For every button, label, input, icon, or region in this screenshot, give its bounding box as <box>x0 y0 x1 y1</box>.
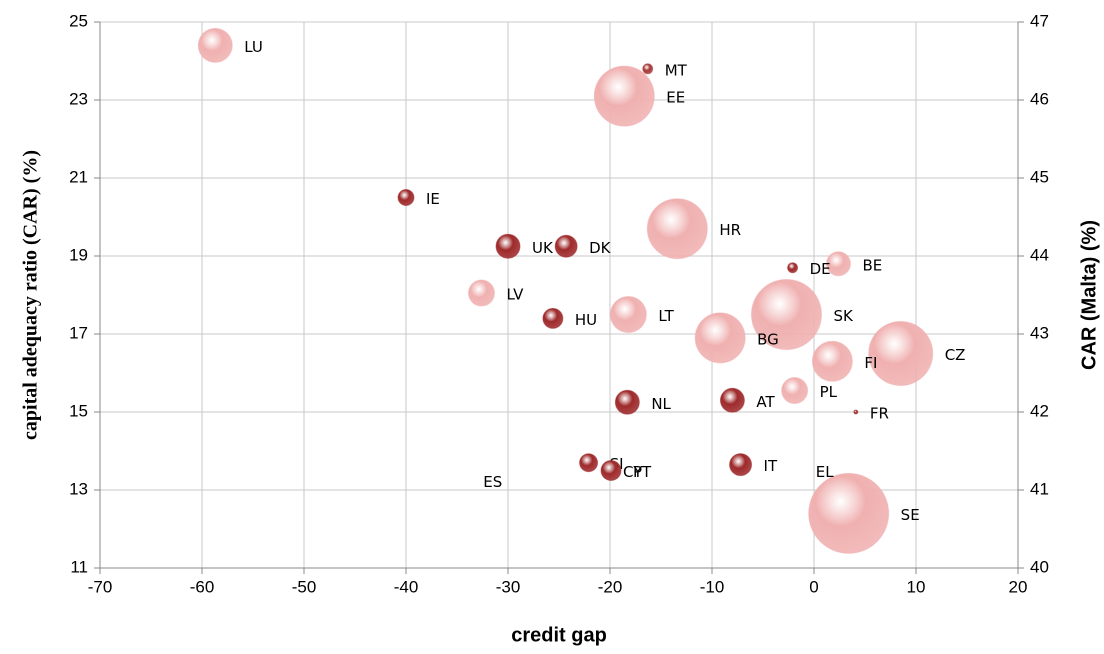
y-tick-label: 19 <box>69 245 88 264</box>
bubble <box>719 387 745 413</box>
point-label: PT <box>633 463 652 481</box>
point-label: LT <box>658 307 674 325</box>
bubble <box>467 279 495 307</box>
point-label: LV <box>506 286 524 304</box>
y-tick-label: 21 <box>69 167 88 186</box>
y2-tick-label: 41 <box>1030 479 1049 498</box>
y-tick-label: 11 <box>70 557 88 576</box>
point-label: FR <box>870 405 889 423</box>
x-tick-label: -50 <box>292 577 317 596</box>
x-tick-label: 0 <box>809 577 818 596</box>
y2-tick-label: 40 <box>1030 557 1049 576</box>
point-label: IE <box>426 190 440 208</box>
bubble <box>397 189 415 206</box>
bubble <box>825 251 851 277</box>
y-tick-label: 17 <box>69 323 88 342</box>
bubble <box>609 296 647 333</box>
point-label: IT <box>764 457 778 475</box>
y2-tick-label: 46 <box>1030 89 1049 108</box>
point-label: LU <box>244 38 263 56</box>
bubble <box>579 453 599 473</box>
x-tick-label: 20 <box>1009 577 1028 596</box>
bubble <box>868 321 934 386</box>
point-label: AT <box>756 393 775 411</box>
point-label: EL <box>816 463 834 481</box>
y2-tick-label: 44 <box>1030 245 1049 264</box>
bubble <box>750 279 822 350</box>
y-tick-label: 13 <box>69 479 88 498</box>
point-label: MT <box>665 61 688 79</box>
y2-tick-label: 43 <box>1030 323 1049 342</box>
bubble <box>853 409 859 415</box>
x-tick-label: -60 <box>190 577 215 596</box>
point-label: FI <box>864 354 877 372</box>
point-label: CY <box>623 463 643 481</box>
y-tick-label: 15 <box>69 401 88 420</box>
point-label: CZ <box>945 346 966 364</box>
bubble <box>542 307 564 329</box>
point-label: PL <box>820 383 838 401</box>
x-tick-label: -30 <box>496 577 521 596</box>
point-label: HR <box>719 221 741 239</box>
point-label: SE <box>901 506 920 524</box>
x-tick-label: -10 <box>700 577 725 596</box>
point-label: BE <box>862 256 882 274</box>
y-tick-label: 25 <box>69 11 88 30</box>
point-label: HU <box>575 311 597 329</box>
x-tick-label: -40 <box>394 577 419 596</box>
point-label: DE <box>810 260 831 278</box>
bubble <box>808 472 890 554</box>
bubble <box>642 63 654 75</box>
bubble <box>554 234 578 258</box>
point-label: NL <box>651 395 671 413</box>
x-axis-title: credit gap <box>511 624 607 646</box>
bubble <box>781 377 809 405</box>
bubble <box>600 460 622 481</box>
y2-tick-label: 42 <box>1030 401 1049 420</box>
bubble <box>646 198 708 260</box>
point-label: DK <box>589 239 612 257</box>
bubble <box>197 27 233 63</box>
bubble <box>811 340 853 382</box>
bubble <box>495 233 521 259</box>
x-tick-label: 10 <box>907 577 926 596</box>
point-label: BG <box>757 330 779 348</box>
point-label: ES <box>483 473 502 491</box>
bubble <box>593 65 655 127</box>
x-tick-label: -20 <box>598 577 623 596</box>
bubble <box>787 262 799 274</box>
x-tick-label: -70 <box>88 577 113 596</box>
point-label: UK <box>532 239 554 257</box>
y2-tick-label: 47 <box>1030 11 1049 30</box>
y2-axis-title: CAR (Malta) (%) <box>1078 220 1100 370</box>
point-label: SK <box>833 307 854 325</box>
bubble <box>729 453 753 477</box>
y2-tick-label: 45 <box>1030 167 1049 186</box>
bubble <box>614 389 640 415</box>
y-axis-title: capital adequacy ratio (CAR) (%) <box>20 150 42 440</box>
y-tick-label: 23 <box>69 89 88 108</box>
bubble <box>694 312 746 364</box>
point-label: EE <box>666 89 685 107</box>
